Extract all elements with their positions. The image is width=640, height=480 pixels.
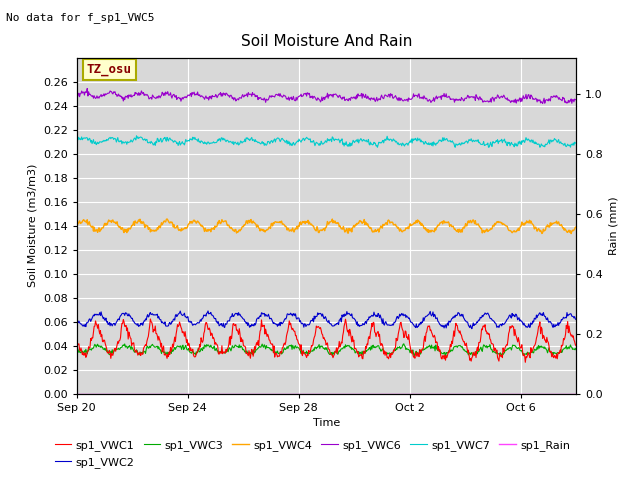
Legend: sp1_VWC1, sp1_VWC2, sp1_VWC3, sp1_VWC4, sp1_VWC6, sp1_VWC7, sp1_Rain: sp1_VWC1, sp1_VWC2, sp1_VWC3, sp1_VWC4, … [51, 436, 575, 472]
Text: TZ_osu: TZ_osu [87, 63, 132, 76]
Title: Soil Moisture And Rain: Soil Moisture And Rain [241, 35, 412, 49]
X-axis label: Time: Time [313, 418, 340, 428]
Text: No data for f_sp1_VWC5: No data for f_sp1_VWC5 [6, 12, 155, 23]
Y-axis label: Soil Moisture (m3/m3): Soil Moisture (m3/m3) [28, 164, 37, 288]
Y-axis label: Rain (mm): Rain (mm) [609, 196, 618, 255]
